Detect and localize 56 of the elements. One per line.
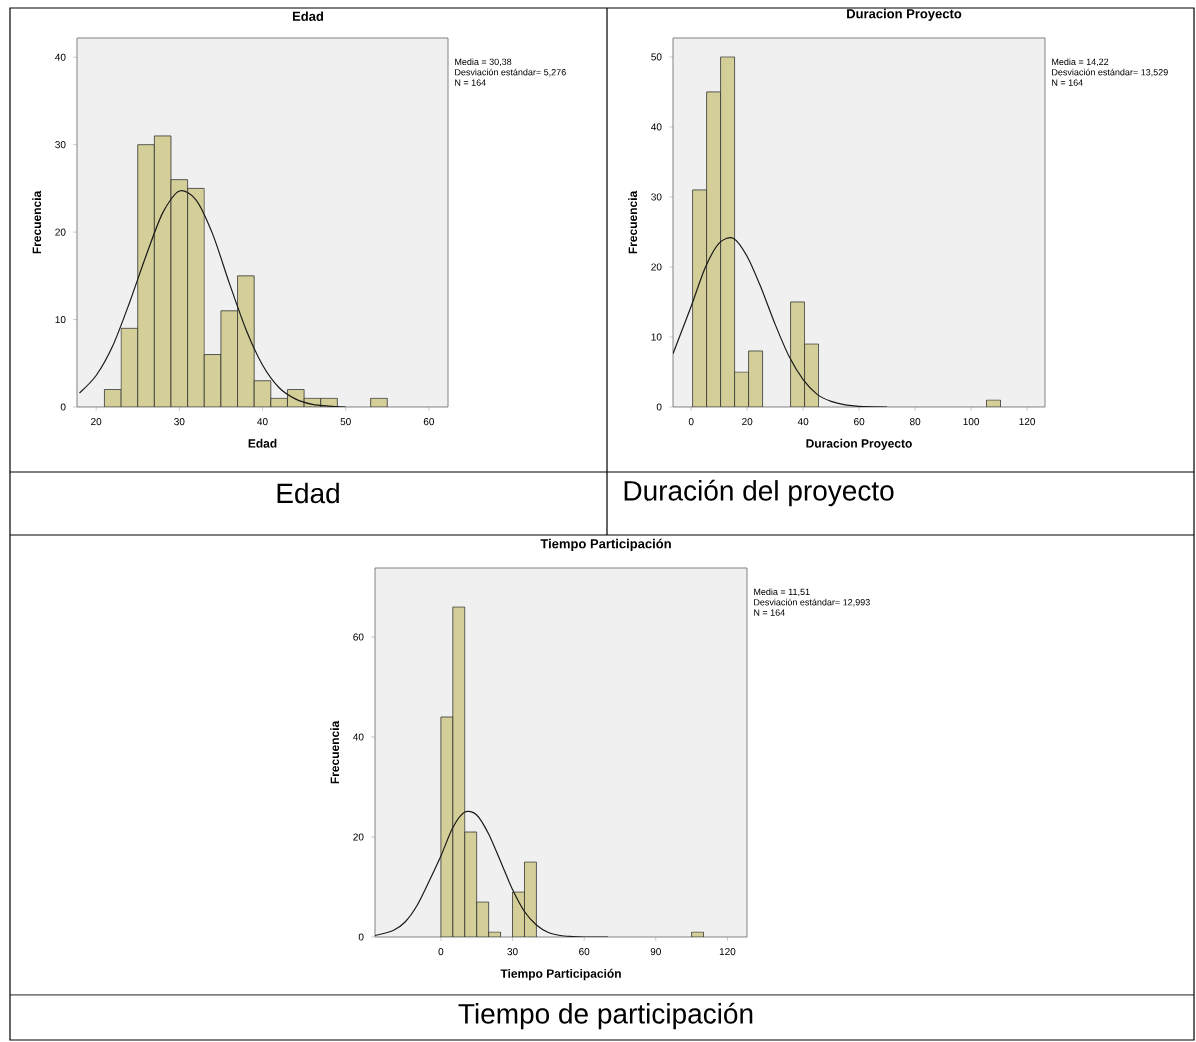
y-axis-title: Frecuencia (330, 720, 340, 784)
y-axis-title: Frecuencia (32, 190, 42, 254)
y-tick-label: 40 (651, 123, 662, 131)
y-tick-label: 10 (651, 333, 662, 341)
y-tick-label: 0 (60, 403, 66, 411)
text: Duración del proyecto (624, 479, 894, 507)
y-tick-label: 10 (55, 316, 66, 324)
text: Media = 11,51 (754, 588, 810, 597)
line-series (78, 190, 347, 407)
x-tick-label: 20 (91, 418, 102, 426)
text: Edad (277, 482, 339, 504)
y-tick-label: 20 (55, 228, 66, 236)
y-tick-label: 20 (651, 263, 662, 271)
x-tick-label: 50 (340, 418, 351, 426)
y-tick-label: 30 (651, 193, 662, 201)
line-series (375, 810, 609, 937)
y-tick-label: 0 (358, 933, 364, 941)
text: Desviación estándar= 12,993 (754, 598, 870, 607)
x-tick-label: 0 (438, 948, 444, 956)
text: Desviación estándar= 13,529 (1052, 68, 1168, 77)
chart-title: Duracion Proyecto (847, 8, 962, 21)
text: Desviación estándar= 5,276 (455, 68, 566, 77)
chart-title: Tiempo Participación (540, 538, 671, 551)
x-tick-label: 120 (719, 948, 736, 956)
x-tick-label: 80 (910, 418, 921, 426)
x-tick-label: 60 (579, 948, 590, 956)
y-axis-title: Frecuencia (628, 190, 638, 254)
x-tick-label: 0 (688, 418, 694, 426)
x-tick-label: 30 (507, 948, 518, 956)
y-tick-label: 60 (353, 633, 364, 641)
x-tick-label: 60 (423, 418, 435, 426)
x-axis-title: Edad (248, 438, 277, 448)
y-tick-label: 20 (353, 833, 364, 841)
x-axis-title: Duracion Proyecto (806, 438, 912, 451)
x-tick-label: 100 (963, 418, 980, 426)
y-tick-label: 30 (55, 141, 66, 149)
text: Media = 30,38 (455, 58, 512, 67)
x-axis-title: Tiempo Participación (500, 968, 621, 981)
y-tick-label: 40 (353, 733, 364, 741)
x-tick-label: 90 (650, 948, 661, 956)
x-tick-label: 120 (1019, 418, 1036, 426)
text: Media = 14,22 (1052, 58, 1109, 67)
text: N = 164 (1052, 79, 1083, 86)
y-tick-label: 40 (55, 53, 66, 61)
text: Tiempo de participación (458, 1002, 753, 1030)
x-tick-label: 40 (257, 418, 268, 426)
y-tick-label: 50 (651, 53, 662, 61)
x-tick-label: 30 (174, 418, 185, 426)
text: N = 164 (455, 79, 486, 86)
x-tick-label: 40 (797, 418, 809, 426)
x-tick-label: 60 (854, 418, 865, 426)
chart-title: Edad (292, 11, 324, 21)
text: N = 164 (754, 609, 785, 616)
y-tick-label: 0 (656, 403, 662, 411)
line-series (673, 237, 888, 407)
x-tick-label: 20 (742, 418, 753, 426)
